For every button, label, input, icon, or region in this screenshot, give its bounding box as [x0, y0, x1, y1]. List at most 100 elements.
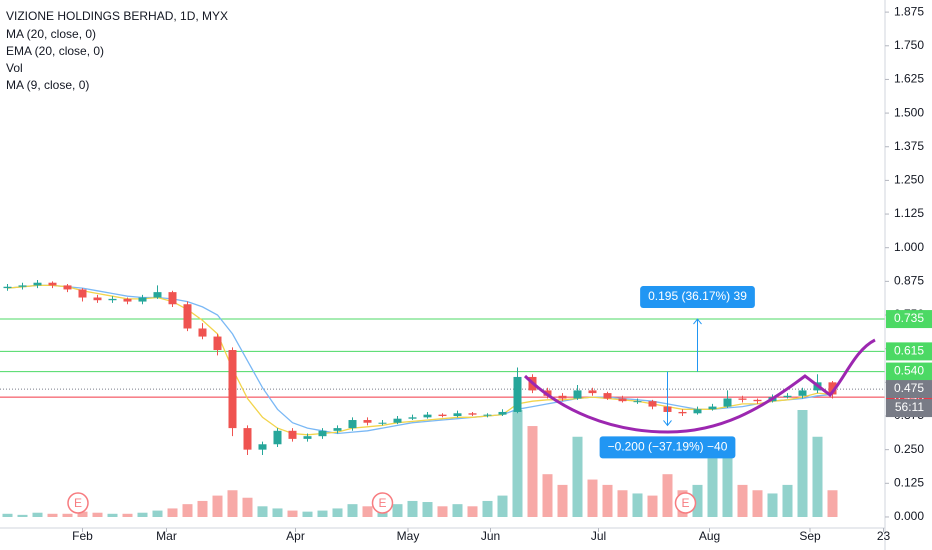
- volume-bar: [302, 511, 313, 517]
- symbol-title: VIZIONE HOLDINGS BERHAD, 1D, MYX: [6, 9, 228, 23]
- y-tick-label: 1.625: [894, 72, 924, 86]
- candle-body: [63, 285, 72, 290]
- candle-body: [213, 336, 222, 351]
- legend: VIZIONE HOLDINGS BERHAD, 1D, MYX MA (20,…: [6, 9, 228, 92]
- candle-body: [318, 430, 327, 437]
- volume-bar: [452, 504, 463, 517]
- measure-label: 0.195 (36.17%) 39: [648, 289, 747, 303]
- candle-body: [678, 411, 687, 414]
- measure-arrow: [663, 420, 672, 427]
- candle-body: [573, 390, 582, 399]
- level-line-label: 0.735: [894, 311, 924, 325]
- volume-bar: [152, 510, 163, 517]
- candle-body: [3, 286, 12, 289]
- y-tick-label: 1.250: [894, 173, 924, 187]
- legend-entry: MA (20, close, 0): [6, 27, 96, 41]
- volume-bar: [632, 493, 643, 517]
- candle-body: [453, 413, 462, 416]
- candle-body: [168, 292, 177, 305]
- candle-body: [828, 382, 837, 395]
- earnings-marker: [371, 492, 394, 514]
- y-tick-label: 1.000: [894, 240, 924, 254]
- volume-bar: [107, 513, 118, 517]
- volume-bar: [137, 512, 148, 517]
- cup-drawing: [523, 338, 876, 434]
- candle-body: [738, 398, 747, 400]
- candle-body: [93, 297, 102, 301]
- volume-bar: [587, 479, 598, 517]
- candle-body: [408, 417, 417, 419]
- volume-bar: [422, 502, 433, 517]
- legend-entry: EMA (20, close, 0): [6, 44, 104, 58]
- volume-bar: [722, 452, 733, 517]
- level-line-label: 0.540: [894, 364, 924, 378]
- volume-bar: [527, 426, 538, 517]
- volume-layer: [2, 410, 838, 517]
- candle-body: [123, 298, 132, 302]
- candle-body: [648, 401, 657, 407]
- candle-body: [558, 395, 567, 399]
- last-price-line-tag: [886, 380, 932, 399]
- x-tick-label: Aug: [699, 529, 720, 543]
- earnings-marker: [674, 492, 697, 514]
- candle-body: [78, 289, 87, 298]
- candle-body: [633, 401, 642, 403]
- candle-body: [333, 428, 342, 431]
- volume-bar: [32, 512, 43, 517]
- candle-body: [33, 282, 42, 286]
- x-tick-label: Apr: [286, 529, 305, 543]
- volume-bar: [767, 493, 778, 517]
- volume-bar: [602, 484, 613, 517]
- level-line-tag: [886, 342, 932, 361]
- candle-body: [498, 411, 507, 415]
- volume-bar: [467, 506, 478, 517]
- candle-body: [183, 304, 192, 329]
- x-tick-label: Feb: [72, 529, 93, 543]
- volume-bar: [557, 484, 568, 517]
- earnings-label: E: [681, 496, 689, 510]
- volume-bar: [167, 508, 178, 517]
- x-tick-label: Jul: [591, 529, 606, 543]
- volume-bar: [362, 506, 373, 517]
- candle-body: [243, 428, 252, 450]
- measure-label: −0.200 (−37.19%) −40: [608, 440, 728, 454]
- y-tick-label: 1.875: [894, 4, 924, 18]
- measure-box: [640, 286, 755, 309]
- candle-body: [153, 292, 162, 298]
- volume-bar: [332, 508, 343, 517]
- earnings-label: E: [74, 496, 82, 510]
- y-tick-label: 1.750: [894, 38, 924, 52]
- candle-body: [48, 282, 57, 286]
- volume-bar: [827, 490, 838, 517]
- x-tick-label: Jun: [481, 529, 500, 543]
- legend-entry: MA (9, close, 0): [6, 78, 89, 92]
- volume-bar: [212, 495, 223, 517]
- volume-bar: [752, 490, 763, 517]
- volume-bar: [272, 508, 283, 517]
- candle-body: [198, 328, 207, 337]
- volume-bar: [317, 510, 328, 517]
- volume-bar: [47, 513, 58, 517]
- earnings-marker: [67, 492, 89, 514]
- volume-bar: [62, 513, 73, 517]
- volume-bar: [617, 490, 628, 517]
- candle-body: [303, 436, 312, 439]
- candle-body: [18, 285, 27, 287]
- x-tick-label: Sep: [799, 529, 821, 543]
- axes-layer: 0.0000.1250.2500.3750.5000.6250.7500.875…: [72, 4, 932, 543]
- level-line-label: 0.615: [894, 344, 924, 358]
- measure-arrow: [693, 318, 702, 325]
- volume-bar: [287, 510, 298, 517]
- volume-bar: [347, 504, 358, 517]
- volume-bar: [662, 474, 673, 517]
- level-line-tag: [886, 310, 932, 329]
- candle-body: [108, 298, 117, 301]
- candle-body: [693, 409, 702, 414]
- candle-body: [363, 420, 372, 423]
- candle-body: [753, 399, 762, 402]
- y-tick-label: 1.375: [894, 139, 924, 153]
- y-tick-label: 0.250: [894, 442, 924, 456]
- volume-bar: [92, 512, 103, 517]
